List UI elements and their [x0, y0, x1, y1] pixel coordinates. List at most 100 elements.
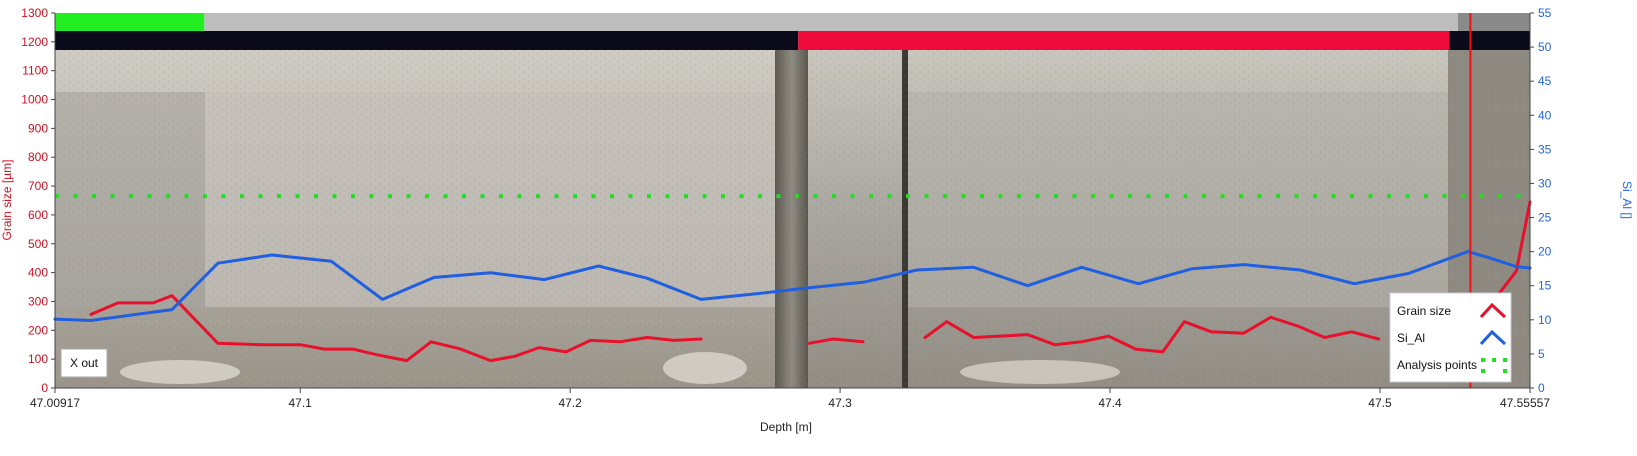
analysis-point-58 — [1128, 194, 1132, 199]
analysis-point-71 — [1368, 194, 1373, 199]
core-photo — [55, 50, 1530, 388]
right-tick-label-1: 5 — [1538, 347, 1545, 361]
x-out-label: X out — [70, 356, 99, 370]
analysis-point-68 — [1313, 194, 1317, 199]
analysis-point-46 — [906, 194, 910, 199]
grain-size-line-1 — [807, 337, 865, 345]
analysis-point-1 — [73, 194, 78, 199]
analysis-point-25 — [517, 194, 522, 199]
top-band-2 — [1458, 13, 1530, 31]
analysis-point-35 — [702, 194, 707, 199]
analysis-point-21 — [443, 194, 448, 199]
analysis-point-39 — [776, 194, 781, 199]
analysis-point-41 — [813, 194, 818, 199]
analysis-point-54 — [1054, 194, 1058, 199]
x-tick-label-0: 47.00917 — [30, 396, 80, 410]
right-tick-label-8: 40 — [1538, 108, 1552, 122]
status-band-2 — [1449, 31, 1530, 50]
left-tick-label-5: 500 — [28, 237, 48, 251]
analysis-point-65 — [1257, 194, 1262, 199]
analysis-point-48 — [943, 194, 947, 199]
analysis-point-61 — [1183, 194, 1188, 199]
analysis-point-78 — [1498, 194, 1502, 199]
analysis-point-12 — [277, 194, 281, 199]
analysis-point-44 — [869, 194, 873, 199]
left-tick-label-9: 900 — [28, 121, 48, 135]
analysis-point-36 — [721, 194, 725, 199]
right-tick-label-2: 10 — [1538, 313, 1552, 327]
analysis-point-15 — [332, 194, 337, 199]
left-tick-label-2: 200 — [28, 323, 48, 337]
analysis-point-67 — [1294, 194, 1299, 199]
analysis-point-26 — [536, 194, 540, 199]
x-out-annotation[interactable]: X out — [60, 348, 108, 378]
legend-swatch-si-al — [1479, 329, 1507, 346]
analysis-point-73 — [1405, 194, 1410, 199]
analysis-point-22 — [462, 194, 466, 199]
analysis-point-59 — [1146, 194, 1151, 199]
x-out-box — [60, 348, 108, 378]
top-band-1 — [204, 13, 1459, 31]
left-tick-label-1: 100 — [28, 352, 48, 366]
legend-swatch-grain-size — [1479, 302, 1507, 319]
left-axis: 0 100 200 300 400 500 600 700 800 900 1000 1100 1200… — [21, 6, 56, 395]
right-axis-title: Si_Al [] — [1620, 181, 1634, 219]
right-tick-label-6: 30 — [1538, 176, 1552, 190]
analysis-point-79 — [1516, 194, 1521, 199]
analysis-point-23 — [480, 194, 485, 199]
analysis-point-3 — [110, 194, 115, 199]
analysis-point-19 — [406, 194, 411, 199]
left-tick-label-7: 700 — [28, 179, 48, 193]
status-band-0 — [55, 31, 799, 50]
analysis-point-24 — [499, 194, 503, 199]
core-blob-1 — [120, 360, 240, 384]
right-tick-label-5: 25 — [1538, 211, 1552, 225]
analysis-point-14 — [314, 194, 318, 199]
x-axis: 47.00917 47.1 47.2 47.3 47.4 47.5 47.55557 — [30, 387, 1550, 410]
right-tick-label-11: 55 — [1538, 6, 1552, 20]
left-axis-title: Grain size [µm] — [0, 160, 14, 241]
right-tick-label-3: 15 — [1538, 279, 1552, 293]
analysis-point-52 — [1017, 194, 1021, 199]
legend-swatch-analysis-points — [1481, 358, 1507, 373]
right-tick-label-7: 35 — [1538, 142, 1552, 156]
legend: Grain size Si_Al Analysis points — [1389, 292, 1512, 383]
analysis-point-50 — [980, 194, 984, 199]
x-tick-label-3: 47.3 — [828, 396, 852, 410]
analysis-point-63 — [1220, 194, 1225, 199]
analysis-point-28 — [573, 194, 577, 199]
analysis-point-33 — [665, 194, 670, 199]
analysis-point-5 — [147, 194, 152, 199]
analysis-point-8 — [203, 194, 207, 199]
right-tick-label-0: 0 — [1538, 381, 1545, 395]
analysis-point-29 — [591, 194, 596, 199]
analysis-point-49 — [961, 194, 966, 199]
left-tick-label-10: 1000 — [21, 93, 48, 107]
x-tick-label-5: 47.5 — [1368, 396, 1392, 410]
left-tick-label-4: 400 — [28, 266, 48, 280]
legend-label-si-al: Si_Al — [1397, 331, 1425, 345]
right-tick-label-10: 50 — [1538, 40, 1552, 54]
analysis-point-20 — [425, 194, 429, 199]
analysis-point-56 — [1091, 194, 1095, 199]
x-tick-label-6: 47.55557 — [1500, 396, 1550, 410]
analysis-point-42 — [832, 194, 836, 199]
analysis-point-62 — [1202, 194, 1206, 199]
core-blob-2 — [663, 352, 747, 384]
x-tick-label-4: 47.4 — [1098, 396, 1122, 410]
legend-label-analysis-points: Analysis points — [1397, 358, 1477, 372]
analysis-point-30 — [610, 194, 614, 199]
analysis-point-27 — [554, 194, 559, 199]
x-tick-label-2: 47.2 — [558, 396, 582, 410]
top-bands — [55, 13, 1530, 50]
left-tick-label-13: 1300 — [21, 6, 48, 20]
right-tick-label-9: 45 — [1538, 74, 1552, 88]
analysis-point-37 — [739, 194, 744, 199]
grain-size-line-2 — [923, 315, 1381, 354]
analysis-point-11 — [258, 194, 263, 199]
analysis-point-2 — [92, 194, 96, 199]
analysis-point-10 — [240, 194, 244, 199]
left-tick-label-8: 800 — [28, 150, 48, 164]
analysis-point-16 — [351, 194, 355, 199]
analysis-point-66 — [1276, 194, 1280, 199]
